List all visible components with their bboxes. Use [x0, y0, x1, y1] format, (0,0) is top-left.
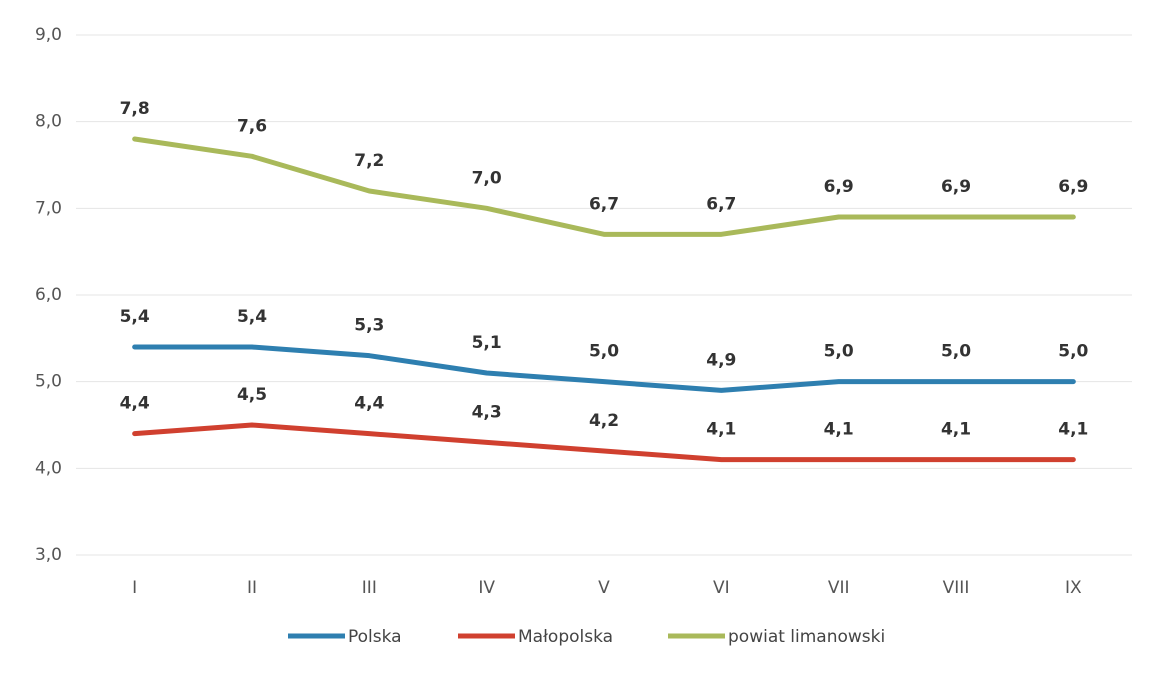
data-label: 4,5 [237, 385, 267, 405]
x-tick-label: IX [1065, 578, 1082, 598]
legend-label: Małopolska [518, 627, 613, 647]
x-tick-label: III [362, 578, 377, 598]
data-label: 4,4 [120, 394, 150, 414]
data-label: 5,4 [120, 307, 150, 327]
x-tick-label: I [132, 578, 137, 598]
data-label: 6,9 [824, 177, 854, 197]
legend-label: Polska [348, 627, 402, 647]
data-label: 5,3 [354, 316, 384, 336]
x-tick-label: V [598, 578, 610, 598]
data-label: 4,1 [706, 420, 736, 440]
data-label: 6,9 [941, 177, 971, 197]
data-label: 4,1 [1058, 420, 1088, 440]
data-label: 7,2 [354, 151, 384, 171]
y-tick-label: 6,0 [35, 285, 62, 305]
line-series [132, 344, 1076, 393]
data-label: 5,0 [589, 342, 619, 362]
y-tick-label: 5,0 [35, 372, 62, 392]
data-label: 5,0 [941, 342, 971, 362]
data-label: 4,2 [589, 411, 619, 431]
data-label: 4,1 [941, 420, 971, 440]
legend-label: powiat limanowski [728, 627, 885, 647]
y-tick-label: 9,0 [35, 25, 62, 45]
data-label: 5,1 [472, 333, 502, 353]
data-label: 6,9 [1058, 177, 1088, 197]
data-label: 5,0 [824, 342, 854, 362]
data-label: 5,0 [1058, 342, 1088, 362]
y-tick-label: 3,0 [35, 545, 62, 565]
data-label: 7,0 [472, 168, 502, 188]
x-tick-label: VIII [943, 578, 970, 598]
data-label: 7,8 [120, 99, 150, 119]
data-label: 5,4 [237, 307, 267, 327]
data-label: 4,3 [472, 402, 502, 422]
x-tick-label: IV [478, 578, 495, 598]
y-tick-label: 8,0 [35, 112, 62, 132]
x-tick-label: VII [828, 578, 850, 598]
x-tick-label: II [247, 578, 257, 598]
x-tick-label: VI [713, 578, 730, 598]
data-label: 4,1 [824, 420, 854, 440]
y-tick-label: 7,0 [35, 198, 62, 218]
line-series [132, 422, 1076, 463]
data-label: 4,4 [354, 394, 384, 414]
data-label: 6,7 [589, 194, 619, 214]
data-label: 4,9 [706, 350, 736, 370]
data-label: 7,6 [237, 116, 267, 136]
y-tick-label: 4,0 [35, 458, 62, 478]
line-series [132, 136, 1076, 237]
data-label: 6,7 [706, 194, 736, 214]
